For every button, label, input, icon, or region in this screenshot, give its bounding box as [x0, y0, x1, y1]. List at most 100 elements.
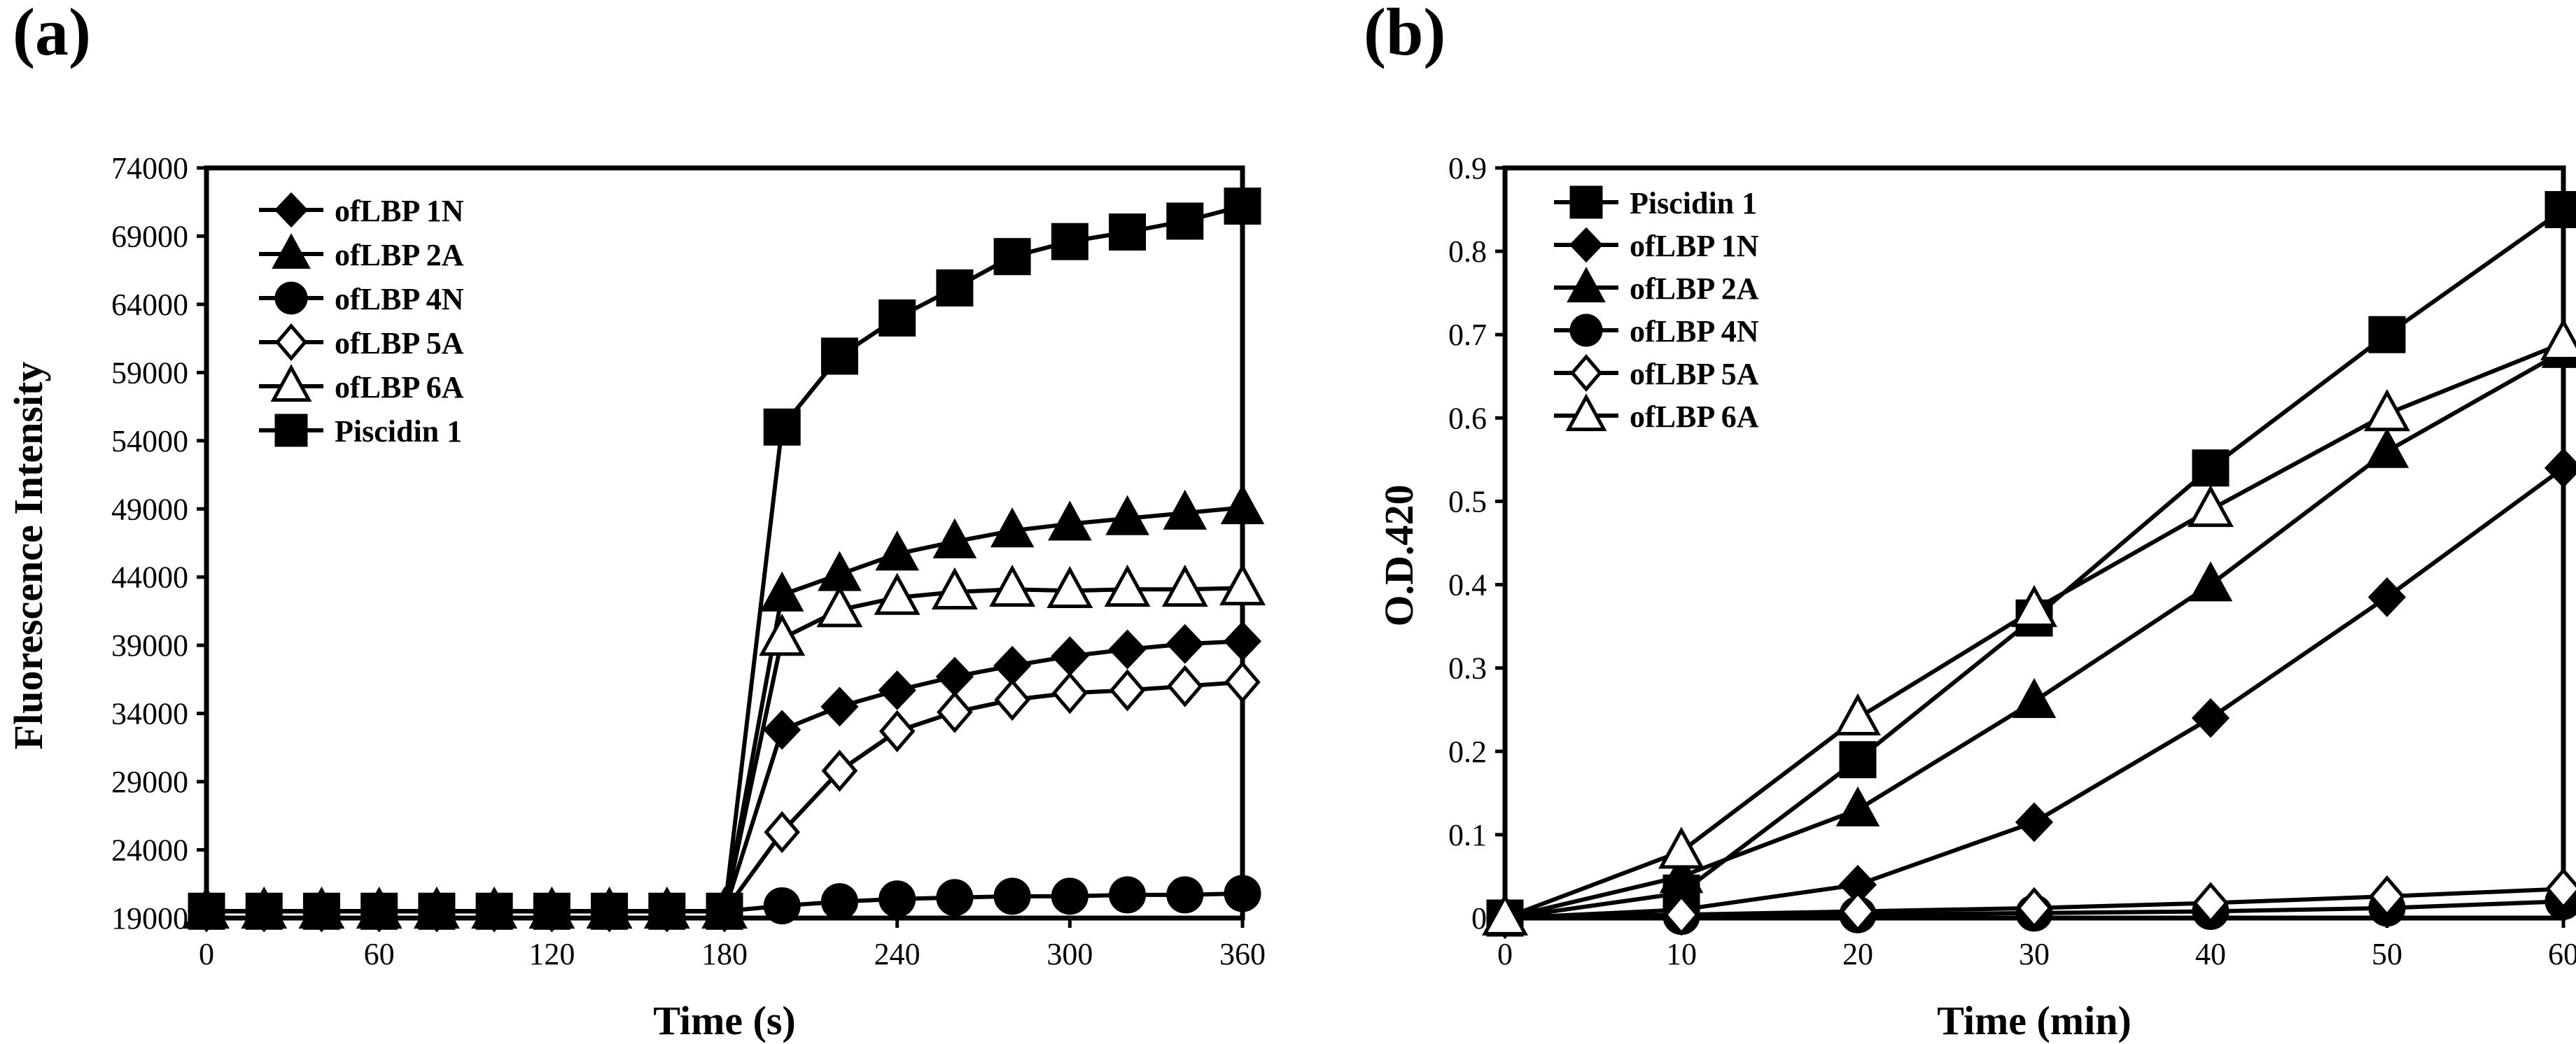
panel-b-series-oflbp-6a-point [2364, 388, 2410, 432]
panel-a-series-oflbp-4n-point [820, 883, 858, 921]
panel-b-series-piscidin-1-point [2368, 316, 2406, 353]
panel-b-series-oflbp-1n-point [2544, 448, 2576, 488]
panel-a-legend-item-piscidin-1-label: Piscidin 1 [335, 414, 462, 449]
panel-b-series-oflbp-6a-point [1658, 826, 1704, 869]
panel-b-series-oflbp-5a-point [1840, 890, 1876, 933]
panel-a-x-tick-label: 300 [1046, 937, 1093, 971]
panel-a-series-oflbp-1n-point [935, 656, 974, 697]
panel-b-y-tick-label: 0.1 [1448, 818, 1487, 852]
panel-b-series-oflbp-2a-point [2012, 678, 2057, 719]
panel-a-legend-item-oflbp-1n-label: ofLBP 1N [335, 194, 464, 228]
panel-a-series-oflbp-5a-point [994, 679, 1030, 721]
panel-b-y-tick-label: 0.3 [1448, 651, 1487, 686]
panel-a-series-oflbp-2a-point [1163, 489, 1208, 530]
panel-a-y-tick-label: 49000 [111, 492, 188, 526]
panel-a-legend-item-oflbp-2a-marker [272, 233, 311, 269]
panel-a-series-piscidin-1-point [591, 892, 629, 930]
panel-b-series-oflbp-2a-point [2365, 428, 2409, 468]
panel-a-x-tick-label: 0 [199, 937, 214, 971]
panel-a-y-tick-label: 34000 [111, 697, 188, 731]
panel-b-legend-item-oflbp-1n-label: ofLBP 1N [1630, 229, 1759, 263]
panel-b-legend-item-piscidin-1-marker [1569, 185, 1603, 219]
panel-a-series-piscidin-1-point [1224, 188, 1261, 225]
panel-a-series-oflbp-4n-point [1109, 876, 1147, 914]
panel-a-series-piscidin-1-point [706, 892, 743, 930]
panel-b-series-oflbp-6a [1482, 318, 2576, 936]
panel-b-legend-item-oflbp-4n-marker [1569, 313, 1603, 347]
panel-b-legend-item-oflbp-6a-label: ofLBP 6A [1630, 400, 1759, 434]
panel-a-series-oflbp-1n-point [1108, 629, 1147, 670]
panel-b-y-tick-label: 0.9 [1448, 151, 1487, 185]
panel-a-series-oflbp-6a-point [1046, 565, 1093, 609]
panel-a-series-piscidin-1-point [820, 337, 858, 375]
panel-a-legend-item-oflbp-5a-label: ofLBP 5A [335, 326, 464, 360]
panel-a-series-oflbp-1n-point [1223, 621, 1262, 661]
panel-a-series-piscidin-1-point [1051, 223, 1088, 260]
panel-a-series-oflbp-6a-line [206, 586, 1243, 914]
panel-b-series-oflbp-5a-point [2016, 887, 2052, 929]
panel-b-x-axis-title: Time (min) [1937, 998, 2132, 1043]
panel-a-series-piscidin-1-point [763, 408, 801, 446]
panel-a-legend-item-oflbp-4n-label: ofLBP 4N [335, 282, 464, 316]
panel-b-y-tick-label: 0.7 [1448, 318, 1487, 352]
panel-a-legend-item-oflbp-1n-marker [274, 192, 309, 228]
panel-a-y-tick-label: 59000 [111, 355, 188, 390]
panel-b-series-oflbp-2a-point [2188, 561, 2233, 602]
panel-a-plot-frame [204, 165, 1245, 921]
panel-a-series-oflbp-6a-point [989, 564, 1036, 607]
panel-b-legend-item-oflbp-2a-label: ofLBP 2A [1630, 271, 1759, 306]
panel-a-series-oflbp-6a-point [759, 614, 806, 656]
panel-a-series-oflbp-6a-point [874, 572, 920, 615]
panel-a-series-oflbp-1n-point [1051, 636, 1089, 677]
panel-a-series-oflbp-6a-point [931, 567, 978, 609]
panel-a-series-piscidin-1-point [878, 299, 916, 337]
panel-a-y-tick-label: 54000 [111, 424, 188, 458]
panel-a-legend-item-oflbp-6a-label: ofLBP 6A [335, 370, 464, 404]
panel-a-x-axis-title: Time (s) [653, 998, 796, 1043]
panel-b-series-oflbp-6a-point [1835, 693, 1881, 735]
panel-a-y-tick-label: 29000 [111, 765, 188, 799]
panel-b-label: (b) [1364, 0, 1446, 69]
panel-a-series-oflbp-2a-point [760, 571, 804, 612]
panel-a-x-tick-label: 60 [364, 937, 395, 971]
panel-a-series-oflbp-6a-point [1219, 563, 1266, 606]
panel-b-y-tick-label: 0.2 [1448, 735, 1487, 769]
panel-a-series-oflbp-1n [187, 621, 1262, 931]
panel-b-y-tick-label: 0.6 [1448, 401, 1487, 435]
panel-a-series-oflbp-6a [183, 563, 1266, 929]
panel-b-y-tick-label: 0.4 [1448, 568, 1487, 602]
panel-a-series-piscidin-1-point [475, 892, 513, 930]
panel-a-series-oflbp-5a-point [764, 811, 801, 854]
panel-b-series-oflbp-2a-point [1659, 853, 1704, 894]
panel-b-series-piscidin-1-point [2192, 449, 2230, 487]
panel-b-x-tick-label: 20 [1842, 937, 1873, 971]
panel-a-series-oflbp-2a-point [1105, 495, 1149, 535]
panel-a-series-oflbp-6a-point [1161, 564, 1208, 607]
panel-a-series-oflbp-5a-point [937, 691, 973, 733]
panel-b-legend-item-oflbp-1n-marker [1569, 227, 1604, 263]
panel-a-series-oflbp-6a-point [1104, 564, 1151, 607]
panel-a-series-oflbp-2a-point [875, 530, 919, 571]
panel-b-legend-item-oflbp-5a-marker [1569, 354, 1603, 392]
panel-a-series-oflbp-1n-line [206, 639, 1243, 914]
panel-b-series-oflbp-5a-point [2192, 882, 2229, 924]
panel-b-series-oflbp-6a-point [2540, 318, 2576, 360]
panel-a-series-oflbp-5a-point [1051, 672, 1088, 714]
panel-a: (a) 19000 24000 29000 34000 39000 44000 49000 54… [6, 0, 1266, 1043]
panel-a-series-piscidin-1-point [936, 269, 974, 307]
panel-b-series-oflbp-1n-point [2015, 802, 2054, 842]
panel-a-series-piscidin-1-point [533, 892, 570, 930]
panel-a-series-oflbp-1n-point [878, 670, 916, 710]
panel-a-series-oflbp-5a-point [1224, 661, 1261, 703]
panel-a-x-tick-label: 120 [528, 937, 575, 971]
panel-a-series-oflbp-2a-point [990, 507, 1035, 548]
panel-a-legend-item-oflbp-4n-marker [274, 281, 308, 315]
panel-a-series-oflbp-5a-point [878, 710, 916, 753]
panel-a-y-tick-label: 19000 [111, 901, 188, 936]
panel-a-series-oflbp-4n-point [763, 887, 801, 924]
panel-b-series-oflbp-5a-point [2545, 868, 2576, 910]
panel-b-legend-item-oflbp-5a-label: ofLBP 5A [1630, 357, 1759, 391]
panel-b-x-tick-label: 40 [2195, 937, 2226, 971]
panel-a-series-oflbp-2a-point [932, 518, 977, 558]
